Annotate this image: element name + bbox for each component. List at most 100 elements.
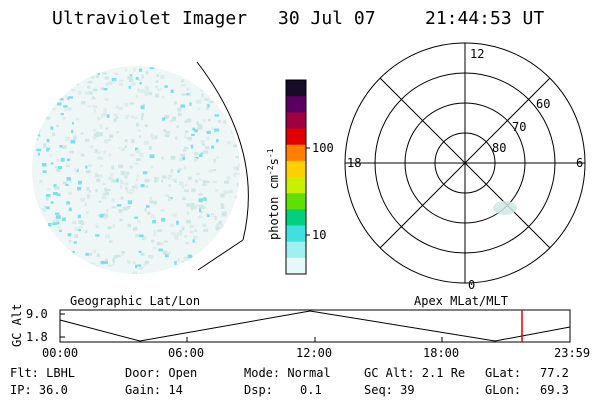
image-pixel <box>104 213 109 218</box>
image-pixel <box>138 266 144 271</box>
image-pixel <box>104 187 108 192</box>
image-pixel <box>80 132 83 135</box>
image-pixel <box>138 79 142 82</box>
image-pixel <box>135 234 140 238</box>
image-pixel <box>205 200 208 204</box>
filter-info: Flt: LBHL <box>10 366 76 380</box>
image-pixel <box>87 71 91 75</box>
colorbar-band <box>286 193 306 210</box>
image-pixel <box>200 88 206 92</box>
image-pixel <box>209 275 214 279</box>
image-pixel <box>218 119 221 123</box>
image-pixel <box>99 157 104 160</box>
image-pixel <box>68 271 74 274</box>
image-pixel <box>200 140 205 144</box>
image-pixel <box>121 250 126 254</box>
colorbar-tick-100: 100 <box>312 141 334 155</box>
image-pixel <box>94 109 97 113</box>
image-pixel <box>100 165 103 168</box>
image-pixel <box>97 151 101 154</box>
image-pixel <box>118 208 123 213</box>
image-pixel <box>101 195 107 200</box>
image-pixel <box>130 115 135 119</box>
image-pixel <box>177 170 180 173</box>
image-pixel <box>132 271 138 274</box>
image-pixel <box>188 176 192 180</box>
image-pixel <box>56 168 61 172</box>
image-pixel <box>47 67 52 71</box>
image-pixel <box>235 252 239 256</box>
image-pixel <box>185 242 189 245</box>
image-pixel <box>53 184 57 188</box>
image-pixel <box>88 190 91 193</box>
image-pixel <box>113 80 116 83</box>
image-pixel <box>224 180 230 184</box>
date-label: 30 Jul 07 <box>278 8 376 29</box>
image-pixel <box>220 259 224 263</box>
image-pixel <box>83 76 87 80</box>
image-pixel <box>64 247 68 251</box>
image-pixel <box>209 66 215 70</box>
image-pixel <box>44 251 49 256</box>
image-pixel <box>213 169 217 172</box>
image-pixel <box>214 114 220 117</box>
image-pixel <box>219 193 225 198</box>
image-pixel <box>192 73 198 78</box>
image-pixel <box>92 136 97 140</box>
image-pixel <box>204 98 210 101</box>
image-pixel <box>128 85 132 89</box>
image-pixel <box>208 85 212 88</box>
image-pixel <box>182 156 186 161</box>
image-pixel <box>37 152 41 156</box>
mlt-label-6: 6 <box>576 156 584 170</box>
image-pixel <box>238 121 240 126</box>
image-pixel <box>223 190 229 195</box>
image-pixel <box>186 118 192 123</box>
image-pixel <box>241 193 243 195</box>
image-pixel <box>215 227 219 231</box>
image-pixel <box>71 221 77 225</box>
image-pixel <box>62 257 67 260</box>
image-pixel <box>195 99 201 104</box>
image-pixel <box>196 121 199 125</box>
image-pixel <box>68 207 72 212</box>
image-pixel <box>35 120 41 124</box>
image-pixel <box>168 174 173 177</box>
image-pixel <box>46 147 51 150</box>
image-pixel <box>151 135 157 140</box>
image-pixel <box>167 197 171 202</box>
image-pixel <box>167 175 171 180</box>
colorbar-band <box>286 112 306 129</box>
image-pixel <box>187 136 192 141</box>
image-pixel <box>36 241 41 245</box>
image-pixel <box>41 91 47 95</box>
image-pixel <box>94 265 99 268</box>
image-pixel <box>36 137 39 141</box>
image-pixel <box>135 76 139 80</box>
image-pixel <box>35 234 41 238</box>
image-pixel <box>56 221 60 225</box>
image-pixel <box>145 185 149 188</box>
image-pixel <box>66 85 69 89</box>
image-pixel <box>141 236 147 240</box>
image-pixel <box>134 216 139 219</box>
image-pixel <box>38 104 43 109</box>
image-pixel <box>95 133 100 138</box>
image-pixel <box>219 273 224 274</box>
image-pixel <box>155 135 158 139</box>
image-pixel <box>127 200 133 205</box>
image-pixel <box>220 202 224 207</box>
image-pixel <box>59 144 63 148</box>
image-pixel <box>38 262 42 267</box>
image-pixel <box>140 105 145 110</box>
image-pixel <box>43 205 47 210</box>
image-pixel <box>60 113 64 116</box>
image-pixel <box>233 166 238 170</box>
image-pixel <box>203 182 206 186</box>
image-pixel <box>109 134 114 138</box>
image-pixel <box>215 223 219 227</box>
image-pixel <box>61 254 66 258</box>
image-pixel <box>182 197 187 200</box>
image-pixel <box>154 178 158 183</box>
image-pixel <box>233 174 236 177</box>
